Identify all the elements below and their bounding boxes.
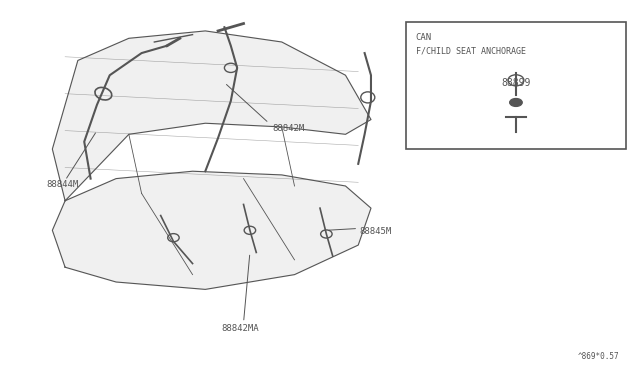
Text: 88899: 88899 [501, 78, 531, 88]
Polygon shape [52, 31, 371, 201]
Bar [406, 22, 626, 149]
Text: 88842MA: 88842MA [221, 324, 259, 333]
Ellipse shape [509, 99, 522, 106]
Text: 88842M: 88842M [272, 124, 305, 133]
Polygon shape [52, 171, 371, 289]
Text: CAN: CAN [415, 33, 432, 42]
Text: ^869*0.57: ^869*0.57 [578, 352, 620, 361]
Text: 88845M: 88845M [360, 227, 392, 235]
Text: 88844M: 88844M [46, 180, 78, 189]
Text: F/CHILD SEAT ANCHORAGE: F/CHILD SEAT ANCHORAGE [415, 47, 525, 56]
